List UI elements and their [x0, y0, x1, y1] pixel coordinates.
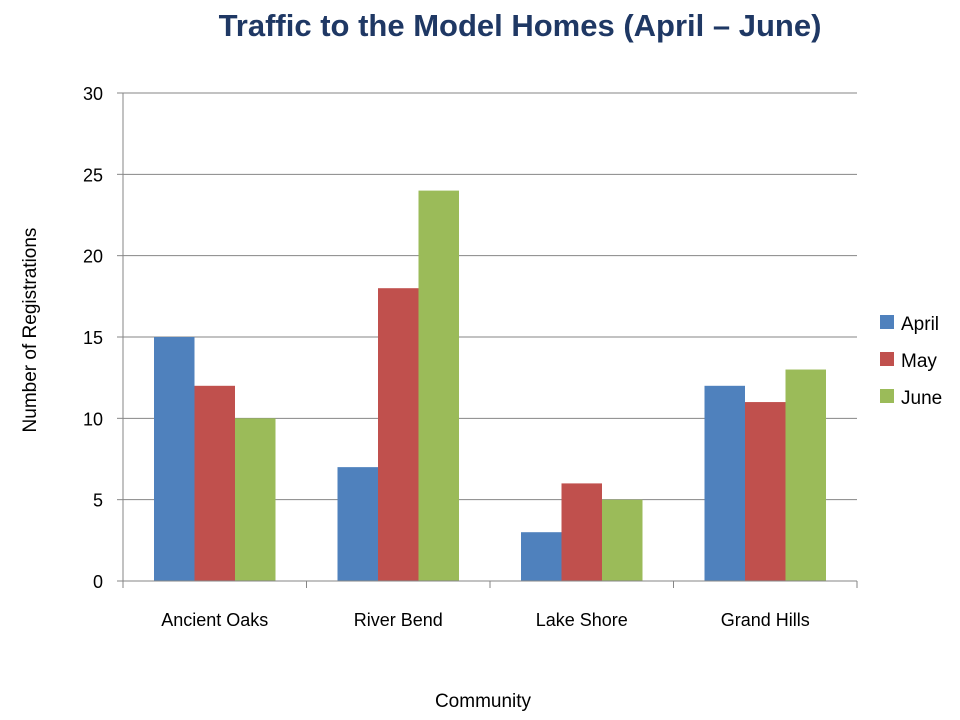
x-tick-label: Lake Shore [536, 610, 628, 630]
legend-swatch-april [880, 315, 894, 329]
bar-may-grand-hills [745, 402, 786, 581]
axes [117, 92, 858, 588]
legend-swatch-may [880, 352, 894, 366]
x-tick-label: Ancient Oaks [161, 610, 268, 630]
y-tick-label: 15 [83, 328, 103, 348]
bar-may-river-bend [378, 288, 419, 581]
legend-swatch-june [880, 389, 894, 403]
y-tick-label: 5 [93, 491, 103, 511]
bar-june-river-bend [418, 190, 459, 581]
x-tick-labels: Ancient Oaks River Bend Lake Shore Grand Hi… [161, 610, 810, 630]
y-tick-label: 25 [83, 165, 103, 185]
bar-april-grand-hills [704, 385, 745, 581]
bar-may-lake-shore [561, 483, 602, 581]
bar-april-lake-shore [521, 532, 562, 581]
y-tick-label: 30 [83, 84, 103, 104]
legend-label-may: May [901, 351, 937, 372]
y-tick-labels: 0 5 10 15 20 25 30 [83, 84, 103, 592]
legend: April May June [880, 314, 942, 409]
bars [154, 190, 826, 581]
x-tick-label: Grand Hills [721, 610, 810, 630]
bar-june-lake-shore [602, 499, 643, 581]
x-axis-title: Community [435, 691, 532, 712]
y-tick-label: 10 [83, 409, 103, 429]
bar-april-ancient-oaks [154, 337, 195, 581]
y-tick-label: 20 [83, 247, 103, 267]
legend-label-june: June [901, 388, 942, 409]
x-tick-label: River Bend [354, 610, 443, 630]
bar-june-grand-hills [785, 369, 826, 581]
y-axis-title: Number of Registrations [20, 228, 41, 433]
y-tick-label: 0 [93, 572, 103, 592]
legend-label-april: April [901, 314, 939, 335]
chart-title: Traffic to the Model Homes (April – June… [218, 8, 822, 43]
bar-may-ancient-oaks [194, 385, 235, 581]
bar-april-river-bend [337, 467, 378, 581]
bar-june-ancient-oaks [235, 418, 276, 581]
